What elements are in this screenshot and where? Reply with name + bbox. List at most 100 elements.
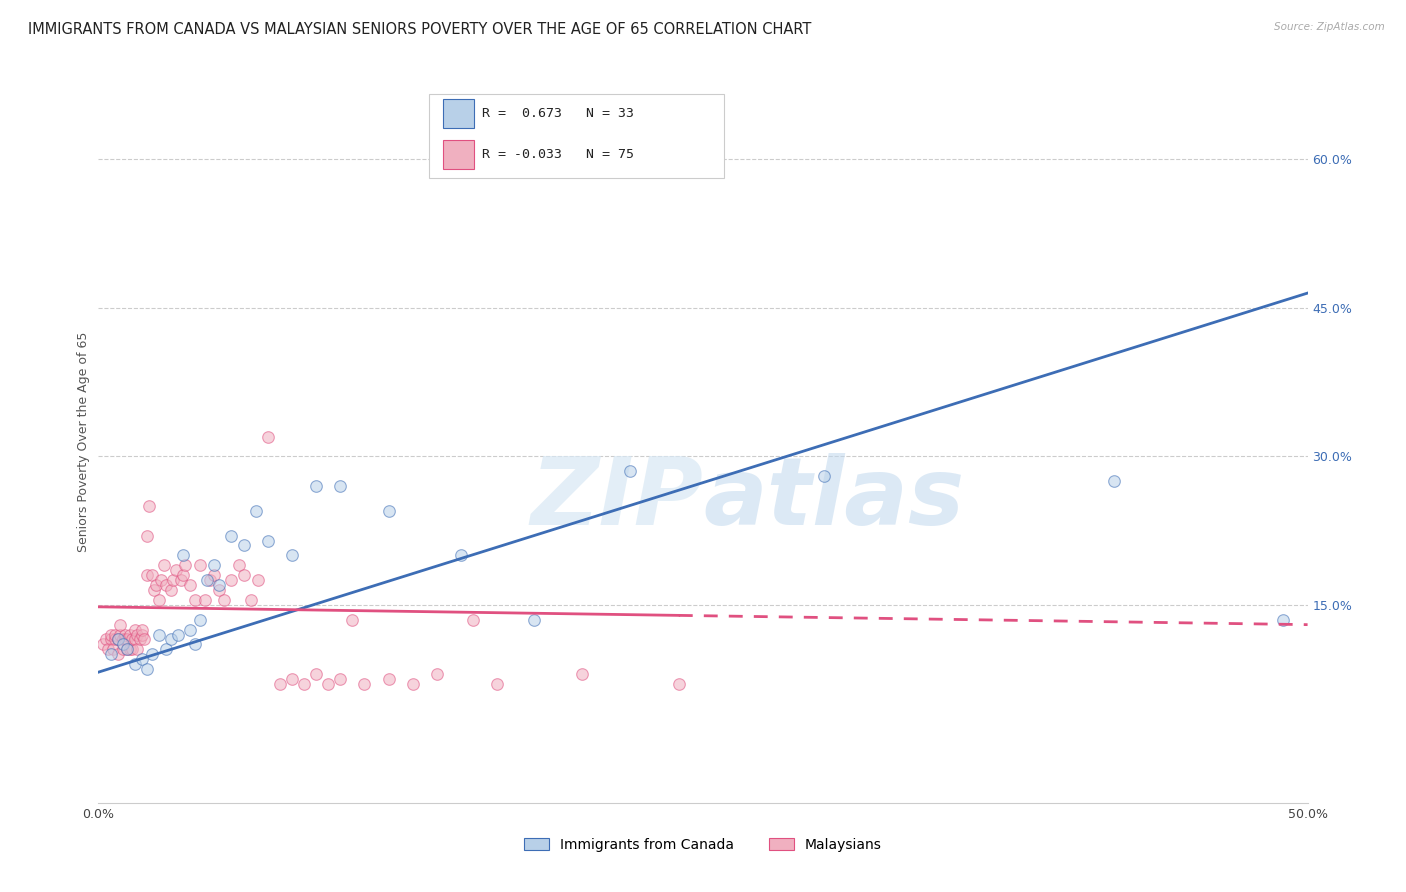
Point xyxy=(426,667,449,681)
Point xyxy=(155,578,177,592)
Text: IMMIGRANTS FROM CANADA VS MALAYSIAN SENIORS POVERTY OVER THE AGE OF 65 CORRELATI: IMMIGRANTS FROM CANADA VS MALAYSIAN SENI… xyxy=(28,22,811,37)
Point xyxy=(184,637,207,651)
Point xyxy=(138,499,160,513)
Text: Source: ZipAtlas.com: Source: ZipAtlas.com xyxy=(1274,22,1385,32)
Point xyxy=(91,637,114,651)
Point xyxy=(114,627,136,641)
Point xyxy=(117,642,139,657)
Point xyxy=(155,642,177,657)
Point xyxy=(111,632,134,647)
Point xyxy=(124,623,146,637)
Point xyxy=(118,627,141,641)
Point xyxy=(160,582,183,597)
Point xyxy=(316,677,339,691)
Point xyxy=(292,677,315,691)
Point xyxy=(813,469,835,483)
Point xyxy=(228,558,250,573)
Point xyxy=(329,479,352,493)
Point xyxy=(402,677,425,691)
Point xyxy=(124,632,146,647)
Point xyxy=(114,632,136,647)
Point xyxy=(1102,474,1125,488)
Point xyxy=(111,637,134,651)
Point xyxy=(169,573,191,587)
Point xyxy=(165,563,187,577)
Point xyxy=(281,549,304,563)
Legend: Immigrants from Canada, Malaysians: Immigrants from Canada, Malaysians xyxy=(519,832,887,857)
Point xyxy=(108,617,131,632)
Point xyxy=(135,662,157,676)
Point xyxy=(101,642,124,657)
Point xyxy=(117,642,139,657)
Point xyxy=(342,613,364,627)
Point xyxy=(167,627,190,641)
Point xyxy=(1272,613,1295,627)
Point xyxy=(150,573,173,587)
Point xyxy=(232,539,254,553)
Point xyxy=(194,593,217,607)
Point xyxy=(141,648,163,662)
Point xyxy=(117,632,139,647)
Point xyxy=(256,533,278,548)
Point xyxy=(172,549,194,563)
Point xyxy=(247,573,270,587)
Point xyxy=(184,593,207,607)
Point xyxy=(162,573,184,587)
Point xyxy=(212,593,235,607)
Point xyxy=(204,568,226,582)
Point xyxy=(111,642,134,657)
Point xyxy=(463,613,485,627)
Point xyxy=(134,632,156,647)
Point xyxy=(256,429,278,443)
Point xyxy=(377,504,399,518)
Point xyxy=(239,593,262,607)
Point xyxy=(143,582,166,597)
Point xyxy=(121,632,143,647)
Point xyxy=(232,568,254,582)
Point xyxy=(208,578,231,592)
Point xyxy=(128,632,150,647)
Point xyxy=(329,672,352,686)
Point xyxy=(108,627,131,641)
Point xyxy=(353,677,375,691)
Point xyxy=(160,632,183,647)
Point xyxy=(107,632,129,647)
Point xyxy=(208,582,231,597)
Point xyxy=(127,627,149,641)
Point xyxy=(100,627,122,641)
Point xyxy=(131,627,153,641)
Point xyxy=(100,648,122,662)
Point xyxy=(450,549,472,563)
Point xyxy=(131,652,153,666)
Point xyxy=(135,568,157,582)
Point xyxy=(148,593,170,607)
Point xyxy=(486,677,509,691)
Point xyxy=(245,504,267,518)
Point xyxy=(377,672,399,686)
Point xyxy=(305,667,328,681)
Point xyxy=(204,558,226,573)
Point xyxy=(94,632,117,647)
Text: R =  0.673   N = 33: R = 0.673 N = 33 xyxy=(482,107,634,120)
Point xyxy=(152,558,174,573)
Point xyxy=(172,568,194,582)
Point xyxy=(141,568,163,582)
Point xyxy=(571,667,593,681)
Point xyxy=(619,464,641,478)
Point xyxy=(131,623,153,637)
Text: ZIP: ZIP xyxy=(530,453,703,545)
Point xyxy=(104,632,127,647)
Point xyxy=(121,642,143,657)
Text: atlas: atlas xyxy=(703,453,965,545)
Point xyxy=(107,632,129,647)
Point xyxy=(118,642,141,657)
Point xyxy=(195,573,218,587)
Point xyxy=(107,648,129,662)
Point xyxy=(221,528,243,542)
Point xyxy=(281,672,304,686)
Point xyxy=(97,642,120,657)
Point xyxy=(221,573,243,587)
Point xyxy=(198,573,221,587)
Y-axis label: Seniors Poverty Over the Age of 65: Seniors Poverty Over the Age of 65 xyxy=(77,331,90,552)
Point xyxy=(104,627,127,641)
